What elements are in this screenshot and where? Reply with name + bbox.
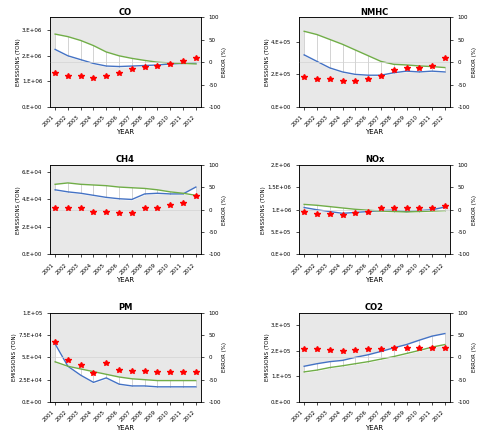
X-axis label: YEAR: YEAR [116, 424, 134, 430]
Y-axis label: EMISSIONS (TON): EMISSIONS (TON) [12, 333, 17, 381]
X-axis label: YEAR: YEAR [366, 424, 384, 430]
Y-axis label: ERROR (%): ERROR (%) [472, 47, 476, 77]
Y-axis label: ERROR (%): ERROR (%) [222, 342, 228, 372]
Y-axis label: ERROR (%): ERROR (%) [472, 195, 476, 225]
Y-axis label: EMISSIONS (TON): EMISSIONS (TON) [264, 333, 270, 381]
Y-axis label: ERROR (%): ERROR (%) [222, 195, 228, 225]
X-axis label: YEAR: YEAR [116, 277, 134, 283]
Y-axis label: EMISSIONS (TON): EMISSIONS (TON) [264, 38, 270, 86]
X-axis label: YEAR: YEAR [116, 129, 134, 135]
Y-axis label: EMISSIONS (TON): EMISSIONS (TON) [16, 38, 20, 86]
Title: NOx: NOx [365, 155, 384, 164]
X-axis label: YEAR: YEAR [366, 129, 384, 135]
Title: NMHC: NMHC [360, 8, 388, 17]
Title: CH4: CH4 [116, 155, 135, 164]
Title: CO2: CO2 [365, 303, 384, 312]
Y-axis label: EMISSIONS (TON): EMISSIONS (TON) [261, 186, 266, 234]
Title: CO: CO [119, 8, 132, 17]
X-axis label: YEAR: YEAR [366, 277, 384, 283]
Y-axis label: ERROR (%): ERROR (%) [472, 342, 476, 372]
Title: PM: PM [118, 303, 132, 312]
Y-axis label: EMISSIONS (TON): EMISSIONS (TON) [16, 186, 20, 234]
Y-axis label: ERROR (%): ERROR (%) [222, 47, 228, 77]
